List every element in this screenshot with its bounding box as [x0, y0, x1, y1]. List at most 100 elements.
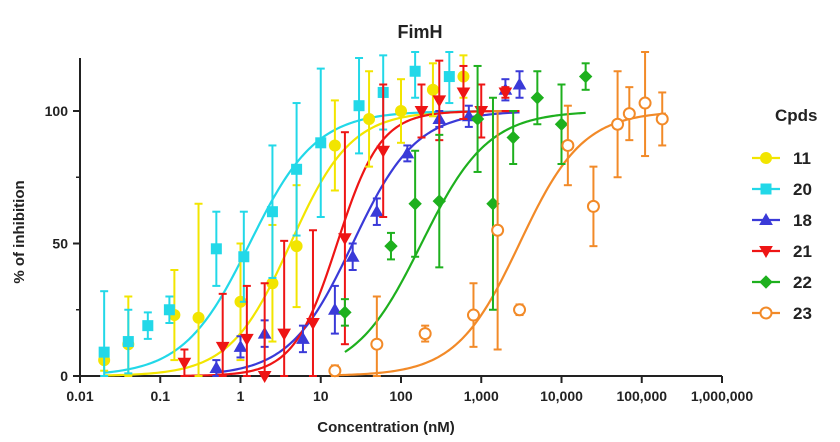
- data-point-22: [338, 305, 352, 320]
- data-point-20: [210, 243, 222, 255]
- chart-title: FimH: [398, 22, 443, 42]
- data-point-23: [586, 199, 600, 213]
- data-point-21: [498, 87, 513, 100]
- legend-item-18: 18: [752, 211, 812, 230]
- y-tick-label: 100: [45, 103, 69, 119]
- data-point-21: [414, 106, 429, 119]
- legend-label: 21: [793, 242, 812, 261]
- data-point-23: [491, 223, 505, 237]
- data-point-20: [266, 206, 278, 218]
- data-point-23: [561, 138, 575, 152]
- x-tick-label: 1: [237, 388, 245, 404]
- data-point-22: [384, 239, 398, 253]
- legend-item-23: 23: [752, 304, 812, 323]
- data-point-11: [426, 83, 439, 96]
- legend-label: 20: [793, 180, 812, 199]
- legend-item-22: 22: [752, 273, 812, 292]
- legend-marker: [759, 306, 773, 320]
- legend-item-11: 11: [752, 149, 811, 168]
- legend-marker: [760, 183, 772, 195]
- legend-label: 23: [793, 304, 812, 323]
- data-point-23: [466, 308, 480, 322]
- data-point-11: [363, 112, 376, 125]
- data-points: [98, 51, 669, 384]
- legend-label: 11: [793, 149, 811, 168]
- data-point-20: [142, 320, 154, 332]
- y-tick-label: 0: [60, 368, 68, 384]
- y-axis-label: % of inhibition: [11, 180, 28, 283]
- x-tick-label: 0.1: [151, 388, 171, 404]
- data-point-21: [456, 87, 471, 100]
- x-tick-label: 100: [389, 388, 413, 404]
- legend-label: 18: [793, 211, 812, 230]
- x-tick-label: 1,000,000: [691, 388, 753, 404]
- x-tick-label: 100,000: [616, 388, 667, 404]
- data-point-21: [306, 318, 320, 331]
- data-point-21: [338, 233, 352, 246]
- x-tick-label: 10,000: [540, 388, 583, 404]
- data-point-18: [400, 146, 415, 159]
- data-point-23: [513, 303, 527, 317]
- data-point-22: [578, 69, 593, 84]
- data-point-23: [622, 107, 636, 121]
- data-point-11: [328, 139, 341, 152]
- data-point-11: [192, 311, 205, 324]
- data-point-18: [296, 331, 310, 344]
- data-point-20: [443, 71, 455, 83]
- data-point-20: [238, 251, 250, 263]
- x-tick-label: 1,000: [464, 388, 499, 404]
- data-point-21: [376, 145, 391, 158]
- legend-item-20: 20: [752, 180, 812, 199]
- data-point-22: [554, 117, 569, 131]
- data-point-18: [369, 204, 384, 217]
- data-point-11: [395, 105, 407, 117]
- data-point-20: [98, 346, 110, 358]
- data-point-22: [506, 130, 520, 145]
- data-point-20: [315, 137, 327, 149]
- data-point-18: [209, 361, 224, 374]
- data-point-11: [290, 240, 303, 253]
- data-point-18: [233, 339, 248, 352]
- x-tick-label: 0.01: [66, 388, 93, 404]
- data-point-18: [345, 249, 360, 262]
- data-point-21: [239, 333, 254, 346]
- data-point-20: [409, 65, 421, 77]
- data-point-20: [353, 100, 365, 112]
- series-21: [177, 59, 513, 384]
- series-20: [98, 51, 455, 377]
- fit-curve-11: [104, 110, 482, 377]
- legend-label: 22: [793, 273, 812, 292]
- data-point-20: [291, 163, 303, 175]
- legend-marker: [759, 212, 773, 225]
- data-point-18: [328, 302, 342, 315]
- data-point-23: [328, 364, 342, 378]
- legend-item-21: 21: [752, 242, 812, 261]
- data-point-22: [432, 194, 446, 208]
- data-point-21: [432, 95, 447, 108]
- legend-title: Cpds: [775, 106, 818, 125]
- data-point-23: [611, 117, 625, 131]
- data-point-20: [122, 336, 134, 348]
- data-point-22: [530, 91, 545, 105]
- y-tick-label: 50: [52, 236, 68, 252]
- x-axis-label: Concentration (nM): [317, 419, 454, 436]
- data-point-23: [638, 96, 652, 110]
- data-point-23: [370, 337, 384, 351]
- fit-curve-23: [334, 112, 667, 377]
- data-point-21: [177, 357, 192, 370]
- x-tick-label: 10: [313, 388, 329, 404]
- data-point-23: [655, 112, 669, 126]
- legend-marker: [760, 152, 772, 164]
- data-point-20: [163, 304, 175, 316]
- data-point-21: [257, 371, 272, 384]
- legend-marker: [759, 275, 773, 289]
- series-23: [328, 51, 669, 378]
- data-point-22: [408, 197, 422, 211]
- data-point-21: [277, 328, 292, 341]
- fit-curve-22: [344, 111, 586, 353]
- legend: Cpds 11 20 18 21 22 23: [752, 106, 818, 323]
- data-point-21: [215, 341, 230, 354]
- legend-marker: [759, 246, 773, 259]
- data-point-23: [418, 327, 432, 341]
